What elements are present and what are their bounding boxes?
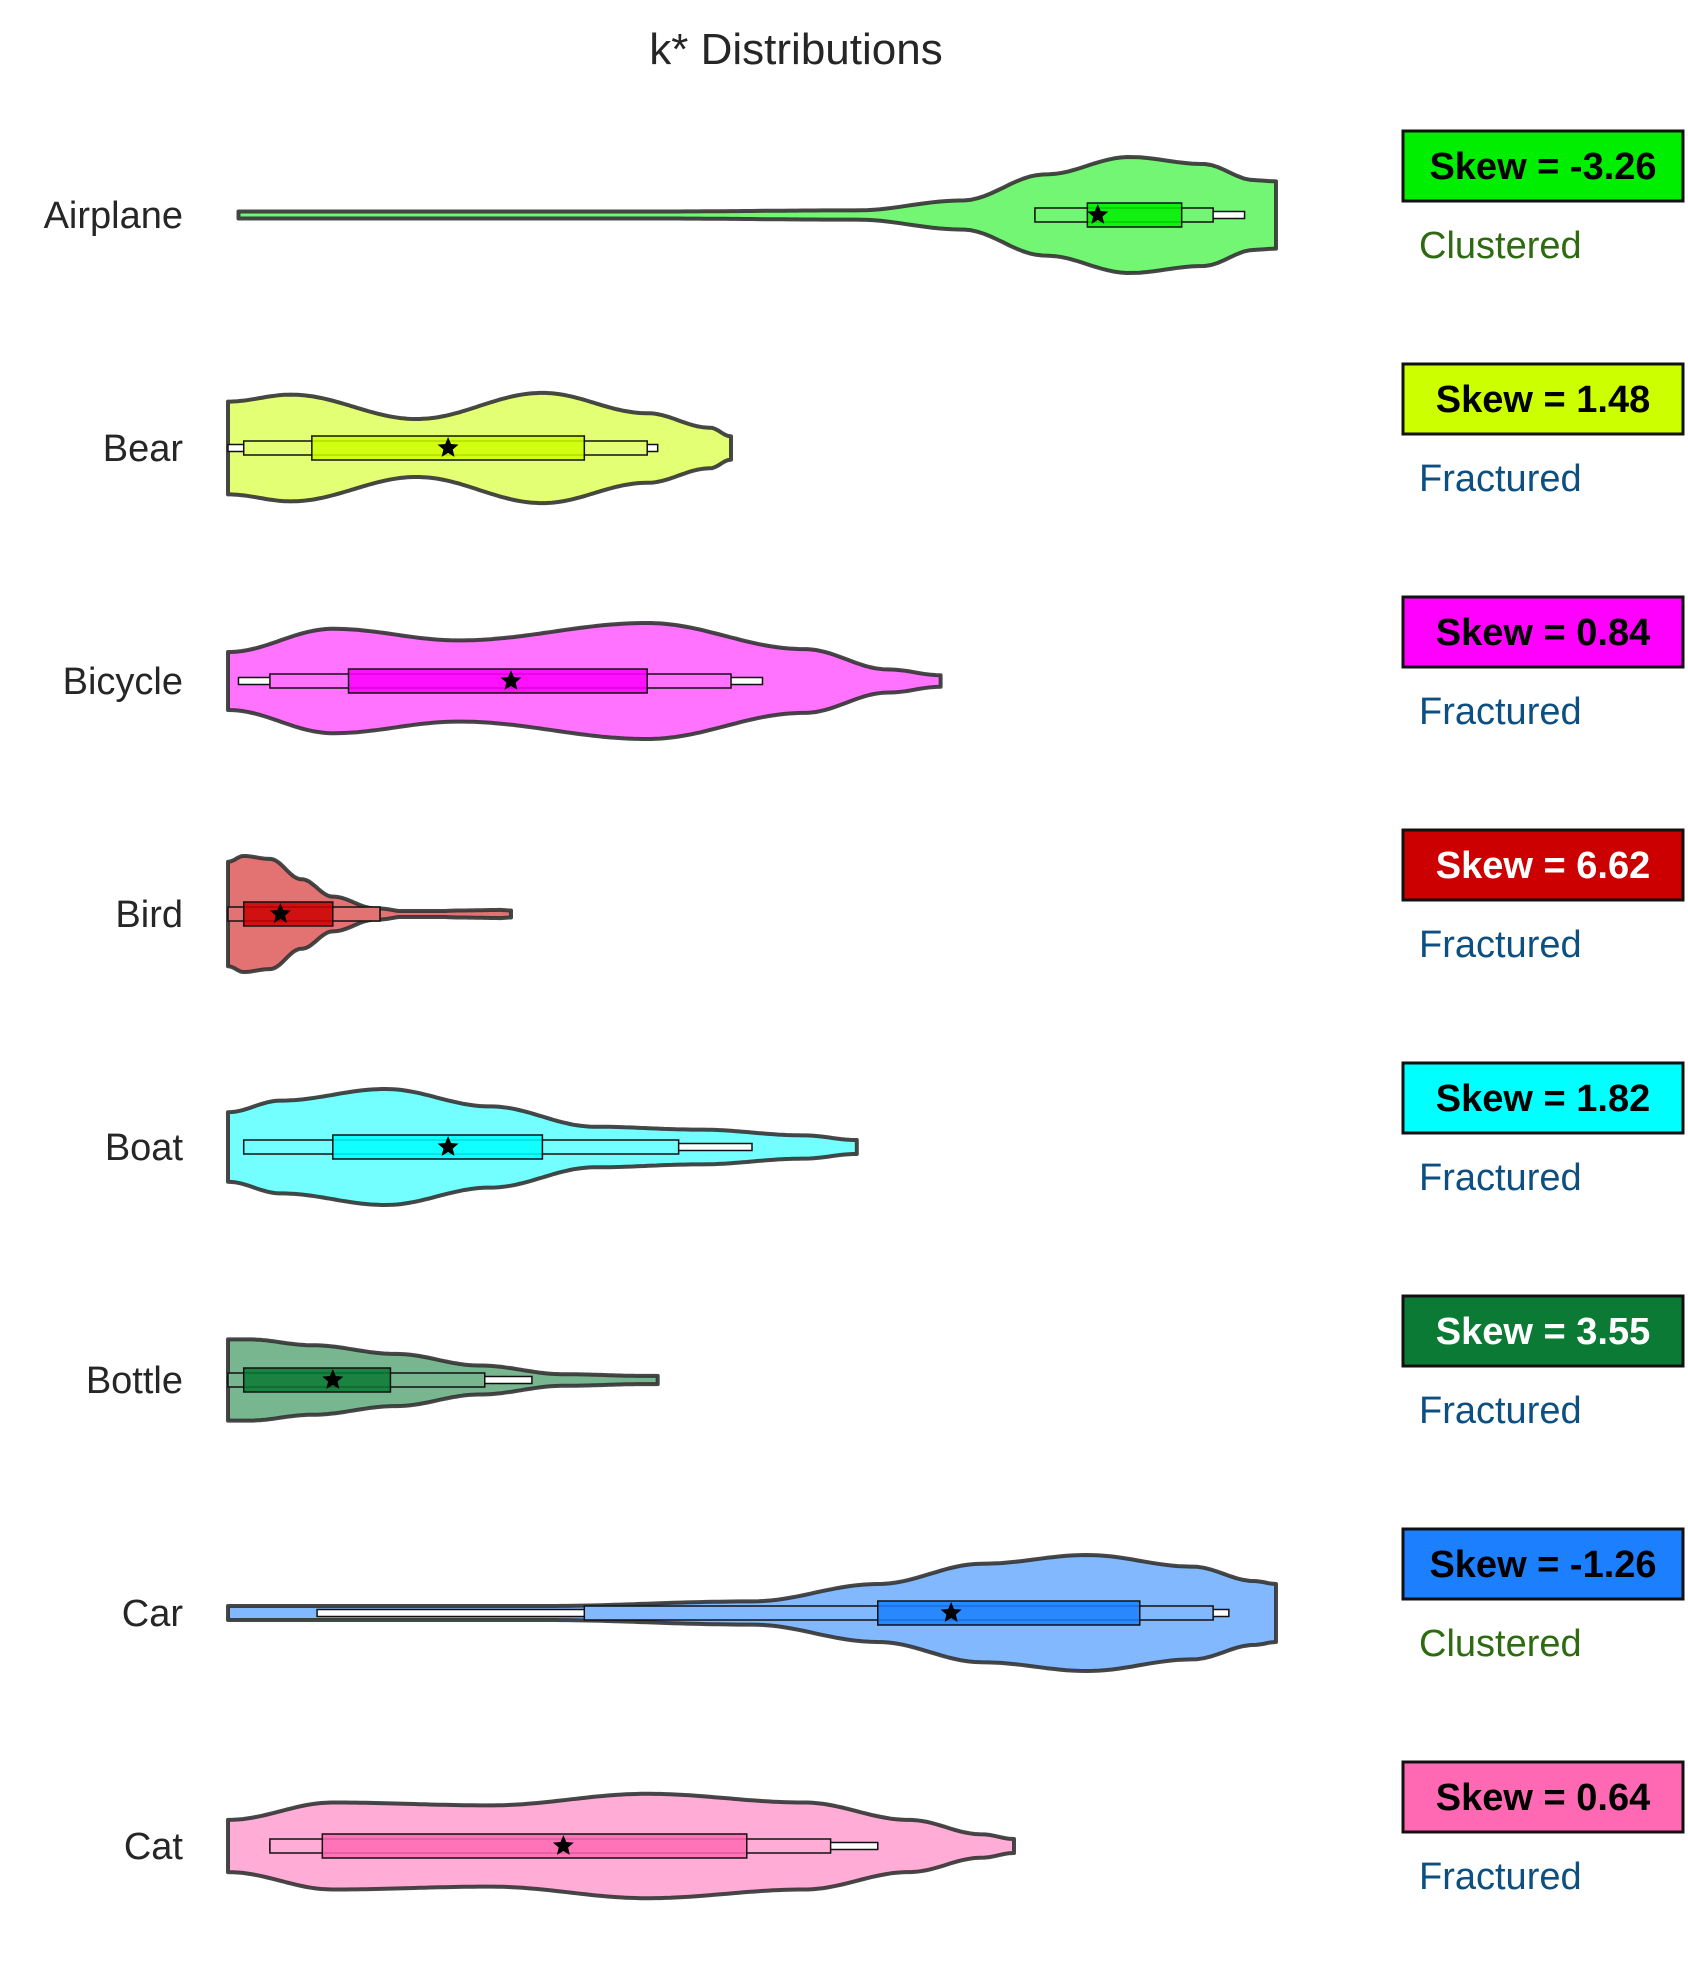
skew-badge <box>1401 1061 1685 1135</box>
violin-row: Airplane Skew = -3.26 Clustered <box>44 129 1685 275</box>
distribution-shape-label: Fractured <box>1419 691 1582 733</box>
skew-badge <box>1401 1760 1685 1834</box>
violin-row: Bird Skew = 6.62 Fractured <box>115 828 1685 974</box>
category-label: Bottle <box>86 1360 183 1402</box>
skew-badge <box>1401 1294 1685 1368</box>
mean-star-marker <box>500 670 522 690</box>
mean-star-marker <box>322 1369 344 1389</box>
skew-value-label: Skew = 3.55 <box>1436 1311 1650 1353</box>
distribution-shape-label: Fractured <box>1419 924 1582 966</box>
category-label: Airplane <box>44 195 183 237</box>
violin-body <box>236 155 1278 275</box>
distribution-shape-label: Clustered <box>1419 225 1582 267</box>
mean-star-marker <box>1087 204 1109 224</box>
distribution-shape-label: Fractured <box>1419 458 1582 500</box>
skew-badge <box>1401 362 1685 436</box>
violin-row: Car Skew = -1.26 Clustered <box>122 1527 1685 1673</box>
category-label: Boat <box>105 1127 184 1169</box>
violin-rows: Airplane Skew = -3.26 Clustered Bear Skew = … <box>44 129 1685 1901</box>
skew-value-label: Skew = 0.64 <box>1436 1777 1650 1819</box>
mean-star-marker <box>940 1602 962 1622</box>
skew-value-label: Skew = 6.62 <box>1436 845 1650 887</box>
skew-badge <box>1401 1527 1685 1601</box>
mean-star-marker <box>269 903 291 923</box>
iqr-box <box>242 901 334 927</box>
chart-title: k* Distributions <box>649 25 942 74</box>
skew-value-label: Skew = 1.82 <box>1436 1078 1650 1120</box>
distribution-shape-label: Fractured <box>1419 1157 1582 1199</box>
skew-badge <box>1401 828 1685 902</box>
skew-badge <box>1401 595 1685 669</box>
distribution-shape-label: Fractured <box>1419 1856 1582 1898</box>
iqr-box <box>1086 202 1183 228</box>
skew-value-label: Skew = 0.84 <box>1436 612 1650 654</box>
skew-badge <box>1401 129 1685 203</box>
skew-value-label: Skew = -1.26 <box>1429 1544 1656 1586</box>
iqr-box <box>332 1134 544 1160</box>
mean-star-marker <box>552 1835 574 1855</box>
iqr-box <box>347 668 648 694</box>
category-label: Cat <box>124 1826 184 1868</box>
category-label: Bear <box>103 428 184 470</box>
category-label: Bicycle <box>63 661 183 703</box>
distribution-shape-label: Fractured <box>1419 1390 1582 1432</box>
distribution-shape-label: Clustered <box>1419 1623 1582 1665</box>
mean-star-marker <box>437 1136 459 1156</box>
violin-row: Bear Skew = 1.48 Fractured <box>103 362 1685 506</box>
category-label: Bird <box>115 894 183 936</box>
category-label: Car <box>122 1593 184 1635</box>
skew-value-label: Skew = -3.26 <box>1429 146 1656 188</box>
violin-row: Bottle Skew = 3.55 Fractured <box>86 1294 1685 1432</box>
mean-star-marker <box>437 437 459 457</box>
skew-value-label: Skew = 1.48 <box>1436 379 1650 421</box>
iqr-box <box>242 1367 392 1393</box>
iqr-box <box>877 1600 1141 1626</box>
violin-row: Cat Skew = 0.64 Fractured <box>124 1760 1685 1901</box>
violin-row: Bicycle Skew = 0.84 Fractured <box>63 595 1685 741</box>
iqr-box <box>321 1833 748 1859</box>
violin-row: Boat Skew = 1.82 Fractured <box>105 1061 1685 1207</box>
